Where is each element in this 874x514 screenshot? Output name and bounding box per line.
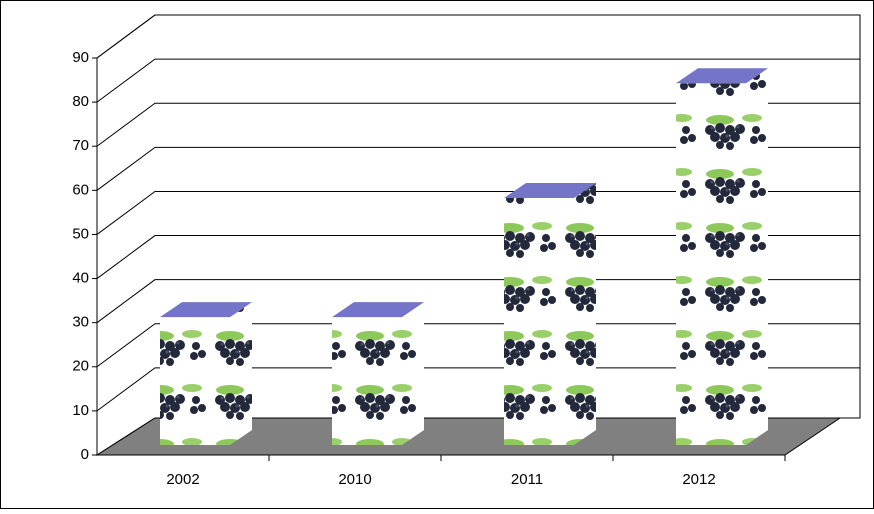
bar: [676, 68, 768, 446]
bar-side: [746, 68, 768, 446]
bar-side: [230, 302, 252, 445]
bar-side: [574, 182, 596, 445]
bar-front: [504, 197, 574, 445]
grid-line: [96, 367, 860, 412]
x-tick-label: 2012: [682, 471, 715, 488]
y-tick-label: 40: [72, 270, 89, 287]
bar-side: [402, 302, 424, 445]
bar: [504, 182, 596, 445]
grid-line: [96, 190, 860, 235]
y-tick-label: 90: [72, 49, 89, 66]
y-tick-label: 50: [72, 225, 89, 242]
y-tick-label: 60: [72, 181, 89, 198]
grid-line: [96, 58, 860, 103]
y-tick-label: 0: [81, 446, 89, 463]
y-tick-label: 70: [72, 137, 89, 154]
bar-front: [160, 317, 230, 445]
bar-top: [160, 302, 252, 318]
y-tick-label: 10: [72, 402, 89, 419]
grid-line: [96, 279, 860, 324]
bar-front: [676, 83, 746, 446]
grid-line: [96, 102, 860, 147]
grid-line: [96, 323, 860, 368]
y-tick-label: 30: [72, 314, 89, 331]
x-tick-label: 2011: [511, 471, 543, 488]
bar-top: [676, 68, 768, 84]
x-tick-label: 2010: [338, 471, 371, 488]
grid-line: [96, 146, 860, 191]
grid-line: [96, 14, 860, 59]
y-tick-label: 80: [72, 93, 89, 110]
bar-top: [504, 182, 596, 198]
grid-line: [96, 235, 860, 279]
bar-top: [332, 302, 424, 318]
y-tick-label: 20: [72, 358, 89, 375]
bar-front: [332, 317, 402, 445]
bar: [160, 302, 252, 445]
bar: [332, 302, 424, 445]
x-tick-label: 2002: [166, 471, 199, 488]
